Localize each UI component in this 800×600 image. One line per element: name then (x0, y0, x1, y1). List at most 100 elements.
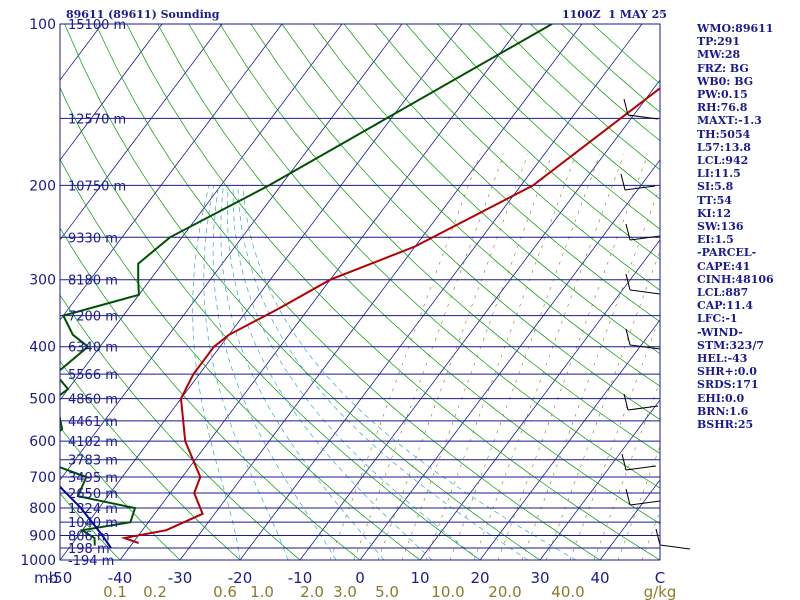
wind-barb-flag (623, 393, 629, 411)
isotherm-line (419, 239, 660, 560)
parcel-profile (60, 485, 112, 549)
mixing-ratio-line (617, 445, 660, 560)
temperature-tick-label: -20 (228, 569, 253, 587)
mixing-ratio-line (593, 380, 660, 560)
wind-barb-flag (625, 488, 631, 506)
isotherm-line (179, 24, 583, 560)
index-line: BRN:1.6 (697, 404, 749, 418)
mixing-ratio-label: 0.1 (103, 583, 127, 600)
mixing-ratio-label: 0.2 (143, 583, 167, 600)
temperature-profile (120, 86, 660, 545)
temperature-tick-label: 0 (355, 569, 365, 587)
height-label: 10750 m (68, 179, 126, 194)
mixing-ratio-label: 0.6 (213, 583, 237, 600)
mixing-ratio-line (497, 153, 649, 560)
index-line: MAXT:-1.3 (697, 114, 762, 128)
temperature-tick-label: -40 (108, 569, 133, 587)
index-line: PW:0.15 (697, 88, 748, 102)
isotherm-line (119, 24, 523, 560)
height-label: 4860 m (68, 393, 118, 408)
height-label: 5566 m (68, 368, 118, 383)
wind-barb (629, 500, 661, 506)
height-label: 3495 m (68, 471, 118, 486)
height-label: 4102 m (68, 435, 118, 450)
height-label: 4461 m (68, 415, 118, 430)
index-line: EHI:0.0 (697, 391, 745, 405)
index-line: LCL:942 (697, 154, 749, 168)
mixing-ratio-label: 20.0 (488, 583, 521, 600)
pressure-tick-label: 700 (29, 470, 56, 486)
wind-barb (629, 235, 661, 241)
mixing-ratio-label: 3.0 (333, 583, 357, 600)
isotherm-line (299, 79, 660, 560)
mixing-ratio-label: 2.0 (300, 583, 324, 600)
mixing-ratio-label: 40.0 (551, 583, 584, 600)
index-line: L57:13.8 (697, 140, 751, 154)
height-label: 12570 m (68, 112, 126, 127)
wind-barb (629, 344, 661, 350)
index-line: SRDS:171 (697, 378, 759, 392)
index-line: EI:1.5 (697, 233, 734, 247)
mixing-ratio-label: g/kg (644, 583, 677, 600)
index-line: LFC:-1 (697, 312, 738, 326)
pressure-tick-label: 500 (29, 392, 56, 408)
index-line: -WIND- (697, 325, 743, 339)
height-label: 2650 m (68, 487, 118, 502)
mixing-ratio-line (377, 153, 529, 560)
wind-barb-flag (623, 98, 629, 116)
mixing-ratio-line (545, 250, 660, 560)
index-line: SHR+:0.0 (697, 365, 757, 379)
mixing-ratio-line (569, 315, 660, 560)
index-line: CINH:48106 (697, 272, 774, 286)
height-label: 198 m (68, 542, 110, 557)
temperature-tick-label: 40 (590, 569, 609, 587)
temperature-tick-label: C (655, 569, 665, 587)
observation-time: 1100Z 1 MAY 25 (562, 8, 667, 21)
index-line: SI:5.8 (697, 180, 734, 194)
index-line: HEL:-43 (697, 352, 748, 366)
pressure-tick-label: 100 (29, 17, 56, 33)
height-label: 3783 m (68, 454, 118, 469)
isotherm-line (539, 399, 660, 560)
index-line: CAPE:41 (697, 259, 751, 273)
height-label: 1824 m (68, 502, 118, 517)
station-title: 89611 (89611) Sounding (66, 8, 220, 21)
wind-barb-flag (625, 223, 631, 241)
pressure-tick-label: 600 (29, 434, 56, 450)
index-line: TH:5054 (697, 127, 751, 141)
index-line: SW:136 (697, 220, 744, 234)
wind-barb (629, 289, 661, 295)
mixing-ratio-line (353, 153, 505, 560)
wind-barb (627, 114, 659, 120)
isotherm-line (60, 24, 163, 161)
isotherm-line (239, 24, 643, 560)
index-line: LI:11.5 (697, 167, 741, 181)
height-label: 1040 m (68, 516, 118, 531)
pressure-tick-label: 900 (29, 528, 56, 544)
index-line: TT:54 (697, 193, 732, 207)
isotherm-line (479, 319, 660, 560)
index-line: CAP:11.4 (697, 299, 754, 313)
index-line: WMO:89611 (697, 22, 774, 35)
isotherm-line (60, 24, 343, 401)
index-line: TP:291 (697, 35, 741, 49)
mixing-ratio-line (401, 153, 553, 560)
isotherm-line (60, 24, 223, 241)
index-line: KI:12 (697, 206, 732, 220)
temperature-tick-label: 10 (410, 569, 429, 587)
mixing-ratio-line (425, 153, 577, 560)
x-axis-label: mb (34, 569, 58, 587)
wind-barb-flag (655, 528, 661, 546)
index-line: RH:76.8 (697, 101, 748, 115)
index-line: WB0: BG (697, 74, 754, 88)
index-line: MW:28 (697, 48, 741, 62)
height-label: 15100 m (68, 18, 126, 33)
pressure-tick-label: 1000 (20, 553, 56, 569)
wind-barb (627, 405, 659, 411)
wind-barb-flag (625, 273, 631, 291)
mixing-ratio-label: 5.0 (375, 583, 399, 600)
index-line: LCL:887 (697, 286, 749, 300)
height-label: -194 m (68, 554, 114, 569)
pressure-tick-label: 300 (29, 273, 56, 289)
